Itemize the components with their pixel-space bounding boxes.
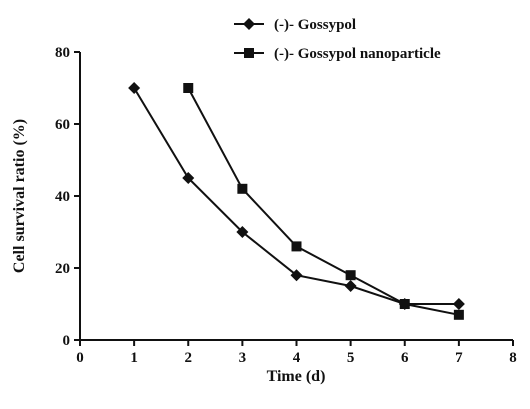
data-point [291, 241, 302, 252]
x-axis-label: Time (d) [267, 368, 326, 385]
legend-entry: (-)- Gossypol nanoparticle [234, 46, 441, 62]
x-tick-label: 0 [76, 350, 84, 366]
data-point [236, 226, 249, 238]
data-point [182, 172, 195, 184]
x-tick-label: 4 [293, 350, 301, 366]
x-tick-label: 2 [185, 350, 193, 366]
legend-label: (-)- Gossypol nanoparticle [274, 46, 441, 62]
x-tick-label: 7 [455, 350, 463, 366]
legend-marker [243, 18, 255, 30]
data-point [452, 298, 465, 310]
data-point [345, 270, 356, 281]
data-point [344, 280, 357, 292]
data-point [290, 269, 303, 282]
x-tick-label: 6 [401, 350, 409, 366]
x-ticks: 0 1 2 3 4 5 6 7 8 [76, 340, 517, 366]
x-tick-label: 3 [239, 350, 247, 366]
y-tick-label: 40 [55, 189, 70, 205]
data-point [183, 83, 194, 93]
x-tick-label: 1 [130, 350, 138, 366]
data-point [237, 183, 248, 194]
x-tick-label: 8 [509, 350, 517, 366]
legend-entry: (-)- Gossypol [234, 17, 356, 33]
series-2 [183, 83, 464, 320]
y-tick-label: 0 [63, 333, 71, 349]
series-layer [128, 82, 465, 320]
y-ticks: 0 20 40 60 80 [55, 45, 80, 349]
legend-marker [244, 48, 254, 58]
data-point [128, 82, 141, 94]
y-axis-label: Cell survival ratio (%) [11, 119, 28, 273]
y-tick-label: 60 [55, 117, 70, 133]
y-tick-label: 80 [55, 45, 70, 61]
data-point [453, 309, 464, 320]
x-tick-label: 5 [347, 350, 355, 366]
series-line [187, 87, 460, 316]
series-1 [128, 82, 465, 310]
legend: (-)- Gossypol (-)- Gossypol nanoparticle [234, 17, 441, 62]
axes [79, 52, 513, 341]
legend-label: (-)- Gossypol [274, 17, 356, 33]
data-point [399, 299, 410, 309]
y-tick-label: 20 [55, 261, 70, 277]
